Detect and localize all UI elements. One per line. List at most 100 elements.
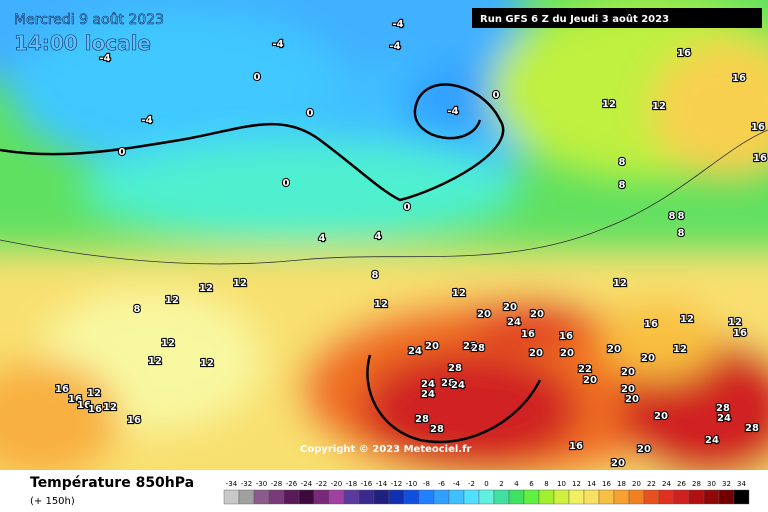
contour-label: 12 [602, 99, 616, 110]
forecast-date: Mercredi 9 août 2023 [14, 12, 164, 28]
contour-label: 20 [621, 384, 635, 395]
contour-label: 12 [613, 278, 627, 289]
colorbar-swatch [238, 489, 255, 505]
colorbar-swatch [358, 489, 375, 505]
contour-label: -4 [141, 115, 152, 126]
colorbar-swatch [493, 489, 510, 505]
contour-label: 16 [77, 400, 91, 411]
contour-label: 8 [372, 270, 379, 281]
contour-label: 12 [728, 317, 742, 328]
contour-label: 16 [521, 329, 535, 340]
colorbar-swatch [268, 489, 285, 505]
contour-label: 16 [559, 331, 573, 342]
colorbar-swatch [418, 489, 435, 505]
contour-label: 28 [745, 423, 759, 434]
contour-label: 16 [88, 404, 102, 415]
colorbar-label: -20 [331, 480, 342, 488]
colorbar-label: -32 [241, 480, 252, 488]
contour-label: 20 [583, 375, 597, 386]
contour-label: 22 [578, 364, 592, 375]
contour-label: 20 [425, 341, 439, 352]
contour-label: 8 [134, 304, 141, 315]
contour-label: 16 [751, 122, 765, 133]
contour-label: 0 [493, 90, 500, 101]
contour-label: 20 [625, 394, 639, 405]
contour-label: 8 [619, 180, 626, 191]
contour-label: 24 [717, 413, 731, 424]
contour-label: -4 [99, 53, 110, 64]
contour-label: 16 [677, 48, 691, 59]
contour-label: 28 [448, 363, 462, 374]
colorbar-label: -26 [286, 480, 298, 488]
contour-label: 4 [319, 233, 326, 244]
contour-label: 20 [560, 348, 574, 359]
colorbar-swatch [628, 489, 645, 505]
contour-label: 12 [165, 295, 179, 306]
contour-label: 24 [421, 389, 435, 400]
contour-label: 16 [733, 328, 747, 339]
contour-label: 16 [68, 394, 82, 405]
contour-label: 12 [103, 402, 117, 413]
colorbar-label: -2 [468, 480, 475, 488]
colorbar-swatch [313, 489, 330, 505]
contour-label: 16 [753, 153, 767, 164]
footer-subtitle: (+ 150h) [30, 496, 75, 507]
contour-label: 20 [637, 444, 651, 455]
contour-label: -4 [447, 106, 458, 117]
contour-label: 28 [716, 403, 730, 414]
contour-label: 16 [55, 384, 69, 395]
contour-label: 8 [678, 211, 685, 222]
colorbar-swatch [568, 489, 585, 505]
colorbar-swatch [673, 489, 690, 505]
colorbar-swatch [523, 489, 540, 505]
colorbar-swatch [658, 489, 675, 505]
contour-label: 12 [233, 278, 247, 289]
colorbar-swatch [388, 489, 405, 505]
contour-label: 12 [673, 344, 687, 355]
colorbar-label: -28 [271, 480, 282, 488]
colorbar-swatch [583, 489, 600, 505]
forecast-time: 14:00 locale [14, 31, 151, 55]
colorbar-swatch [448, 489, 465, 505]
colorbar-label: -34 [226, 480, 238, 488]
contour-label: 20 [529, 348, 543, 359]
colorbar-swatch [538, 489, 555, 505]
contour-label: 0 [254, 72, 261, 83]
contour-label: 0 [307, 108, 314, 119]
contour-label: 28 [471, 343, 485, 354]
contour-label: 4 [375, 231, 382, 242]
run-info: Run GFS 6 Z du Jeudi 3 août 2023 [480, 13, 669, 25]
contour-label: 8 [678, 228, 685, 239]
colorbar-swatch [463, 489, 480, 505]
colorbar-label: -22 [316, 480, 327, 488]
contour-label: 20 [607, 344, 621, 355]
contour-label: 20 [503, 302, 517, 313]
contour-label: 20 [530, 309, 544, 320]
colorbar-label: -18 [346, 480, 357, 488]
colorbar-label: -12 [391, 480, 402, 488]
colorbar-swatch [328, 489, 345, 505]
run-box [472, 8, 762, 28]
contour-label: 24 [507, 317, 521, 328]
colorbar-label: -8 [423, 480, 430, 488]
contour-label: 16 [644, 319, 658, 330]
contour-label: 12 [200, 358, 214, 369]
colorbar-swatch [478, 489, 495, 505]
contour-label: 24 [408, 346, 422, 357]
contour-label: 16 [732, 73, 746, 84]
contour-label: 28 [415, 414, 429, 425]
colorbar-swatch [223, 489, 240, 505]
colorbar-swatch [253, 489, 270, 505]
colorbar-swatch [643, 489, 660, 505]
contour-label: 22 [463, 341, 477, 352]
contour-label: 12 [199, 283, 213, 294]
contour-label: -4 [392, 19, 403, 30]
contour-label: 20 [477, 309, 491, 320]
contour-label: 12 [374, 299, 388, 310]
contour-label: 12 [452, 288, 466, 299]
colorbar-label: -14 [376, 480, 388, 488]
